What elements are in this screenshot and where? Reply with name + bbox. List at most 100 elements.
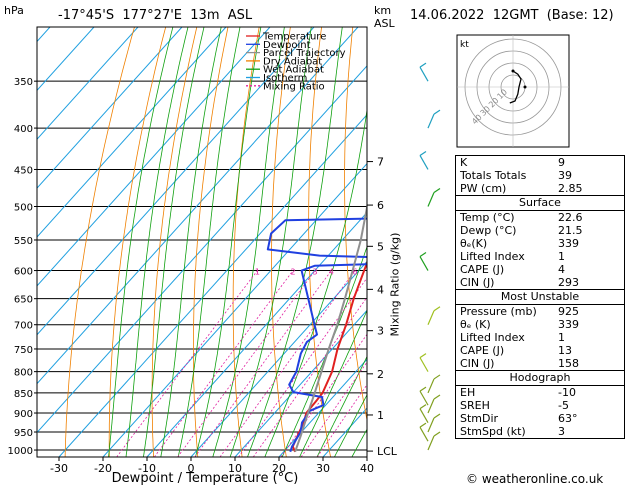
- pressure-tick-label: 650: [14, 295, 33, 306]
- dry-adiabat: [344, 27, 367, 422]
- index-label: K: [460, 156, 468, 169]
- index-value: 925: [558, 305, 579, 318]
- index-value: 21.5: [558, 224, 583, 237]
- isotherm: [234, 309, 367, 457]
- wind-barb-flag: [419, 62, 427, 68]
- wet-adiabat: [334, 394, 367, 457]
- index-label: CAPE (J): [460, 344, 505, 357]
- wet-adiabat: [125, 27, 189, 457]
- pressure-tick-label: 700: [14, 321, 33, 332]
- wind-barb: [419, 256, 429, 271]
- dry-adiabat: [308, 27, 331, 457]
- wind-barb: [427, 192, 435, 207]
- index-row: CAPE (J) 4: [456, 263, 624, 276]
- km-tick-label: 1: [377, 409, 384, 422]
- km-tick-label: 7: [377, 156, 384, 169]
- isotherm: [37, 27, 359, 385]
- mixing-ratio-line: [154, 270, 294, 457]
- wind-barb-flag: [419, 386, 427, 392]
- header-location: -17°45'S 177°27'E 13m ASL: [58, 8, 253, 23]
- hodograph-trace: [509, 70, 522, 104]
- mixing-ratio-label: 1: [255, 268, 260, 277]
- mixing-ratio-axis-label: Mixing Ratio (g/kg): [388, 232, 402, 337]
- index-label: EH: [460, 386, 476, 399]
- index-row: θₑ (K) 339: [456, 318, 624, 331]
- index-value: 3: [558, 425, 565, 438]
- legend-label: Mixing Ratio: [263, 81, 325, 92]
- index-label: Dewp (°C): [460, 224, 517, 237]
- wet-adiabat: [229, 27, 312, 457]
- index-value: 158: [558, 357, 579, 370]
- wet-adiabat: [264, 107, 367, 457]
- index-label: CIN (J): [460, 357, 495, 370]
- index-value: 293: [558, 276, 579, 289]
- hodograph-header: Hodograph: [456, 370, 624, 386]
- temperature-tick-label: 20: [272, 462, 286, 475]
- pressure-tick-label: 750: [14, 345, 33, 356]
- dry-adiabat: [193, 27, 229, 457]
- index-row: Lifted Index 1: [456, 331, 624, 344]
- dry-adiabat: [64, 27, 135, 457]
- isotherm: [190, 260, 367, 457]
- km-tick-label: 2: [377, 368, 384, 381]
- legend-label: Isotherm: [263, 73, 307, 84]
- index-value: -5: [558, 399, 569, 412]
- index-row: Totals Totals 39: [456, 169, 624, 182]
- series-dewpoint: [266, 217, 367, 453]
- mixing-ratio-label: 3: [312, 268, 317, 277]
- pressure-tick-label: 900: [14, 409, 33, 420]
- wind-barb: [419, 357, 429, 372]
- wet-adiabat: [108, 27, 174, 457]
- legend-label: Dry Adiabat: [263, 56, 322, 67]
- km-tick-label: 4: [377, 283, 384, 296]
- isotherm: [37, 27, 183, 189]
- temperature-tick-label: 10: [228, 462, 242, 475]
- most-unstable-header: Most Unstable: [456, 289, 624, 305]
- wet-adiabat: [316, 355, 367, 457]
- index-row: θₑ(K) 339: [456, 237, 624, 250]
- dry-adiabat: [108, 27, 167, 457]
- km-tick-label: 3: [377, 325, 384, 338]
- pressure-tick-label: 550: [14, 236, 33, 247]
- wind-barb-flag: [433, 394, 441, 400]
- legend-label: Wet Adiabat: [263, 65, 324, 76]
- mixing-ratio-label: 15: [407, 268, 417, 277]
- index-row: EH -10: [456, 386, 624, 399]
- temperature-tick-label: -10: [138, 462, 156, 475]
- dry-adiabat: [151, 27, 198, 457]
- index-label: CAPE (J): [460, 263, 505, 276]
- index-label: Pressure (mb): [460, 305, 537, 318]
- index-label: SREH: [460, 399, 490, 412]
- temperature-tick-label: 0: [188, 462, 195, 475]
- wind-barb-flag: [419, 252, 427, 258]
- wind-barb-flag: [419, 150, 427, 156]
- wind-barb-flag: [433, 187, 441, 193]
- pressure-tick-label: 450: [14, 165, 33, 176]
- km-tick-label: 6: [377, 199, 384, 212]
- wet-adiabat: [281, 245, 367, 457]
- wet-adiabat: [160, 27, 222, 457]
- index-value: 2.85: [558, 182, 583, 195]
- wind-barb-flag: [433, 431, 441, 437]
- mixing-ratio-label: 2: [290, 268, 295, 277]
- wind-barb: [427, 398, 435, 414]
- wind-barb-flag: [419, 404, 427, 410]
- wind-barb-flag: [433, 413, 441, 419]
- pressure-tick-label: 600: [14, 267, 33, 278]
- wet-adiabat: [247, 27, 343, 457]
- isotherm: [37, 27, 227, 238]
- index-value: 39: [558, 169, 572, 182]
- indices-panel: K 9 Totals Totals 39 PW (cm) 2.85 Surface Tem…: [455, 155, 625, 439]
- wind-barb: [419, 155, 429, 170]
- mixing-ratio-label: 8: [370, 268, 375, 277]
- index-row: Temp (°C) 22.6: [456, 211, 624, 224]
- hodograph-mark: [523, 85, 527, 89]
- index-label: θₑ(K): [460, 237, 488, 250]
- wind-barb: [427, 113, 435, 129]
- index-value: 63°: [558, 412, 578, 425]
- wet-adiabat: [299, 309, 367, 457]
- index-row: SREH -5: [456, 399, 624, 412]
- header-asl-unit: ASL: [374, 17, 395, 30]
